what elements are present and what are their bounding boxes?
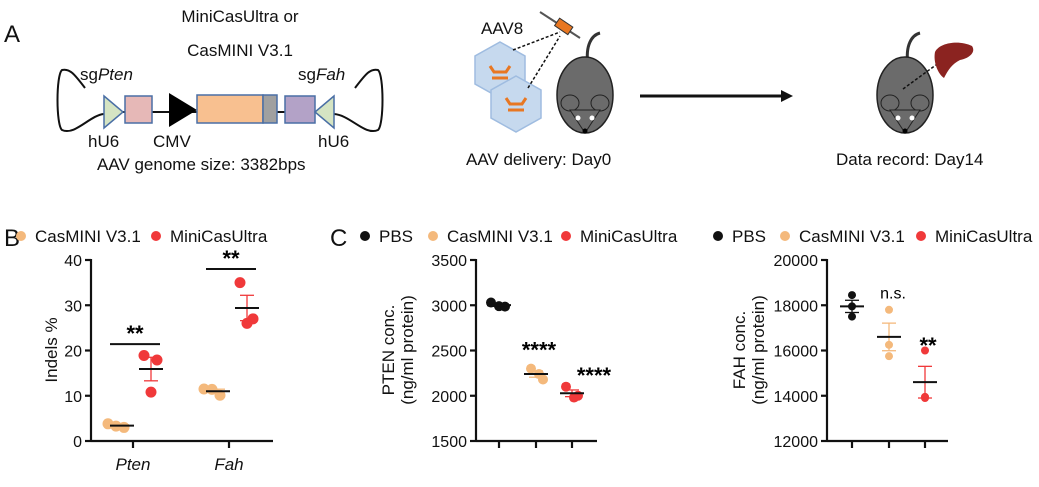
legend-label: MiniCasUltra	[580, 227, 678, 246]
syringe-icon	[539, 11, 581, 39]
data-point	[151, 354, 163, 366]
hu6-left-label: hU6	[88, 132, 119, 151]
y-tick-label: 40	[64, 253, 82, 270]
data-point	[885, 305, 893, 314]
hu6-right-label: hU6	[318, 132, 349, 151]
legend-marker	[780, 231, 790, 241]
itr-right	[333, 68, 384, 133]
y-tick-label: 20	[64, 344, 82, 361]
significance-label: ****	[577, 363, 612, 388]
y-axis-label-line1: PTEN conc.	[379, 305, 398, 396]
delivery-label: AAV delivery: Day0	[466, 150, 611, 169]
significance-label: ****	[522, 338, 557, 363]
y-tick-label: 20000	[774, 253, 819, 270]
significance-label: n.s.	[880, 285, 906, 302]
y-tick-label: 2500	[431, 344, 467, 361]
sgrna-fah-box	[284, 95, 316, 124]
cmv-promoter	[169, 93, 197, 127]
legend-marker	[151, 231, 161, 241]
cas-gene-box	[196, 94, 264, 124]
mouse-icon-day14	[876, 31, 934, 134]
legend-marker	[561, 231, 571, 241]
panel-label-b: B	[4, 225, 20, 252]
chart-indels: CasMINI V3.1 MiniCasUltra 0 10 20 30 40 Pten Fah…	[16, 227, 273, 474]
legend-marker	[360, 231, 370, 241]
chart-fah: PBS CasMINI V3.1 MiniCasUltra 12000 14000 160…	[713, 227, 1033, 451]
mouse-icon-day0	[556, 31, 614, 134]
cas-label-line2: CasMINI V3.1	[187, 41, 293, 60]
virus-label: AAV8	[481, 19, 523, 38]
data-point	[921, 346, 929, 355]
sg-right-label: sgFah	[298, 65, 345, 84]
dash-line	[527, 35, 561, 89]
legend-marker	[713, 231, 723, 241]
legend-label: CasMINI V3.1	[447, 227, 553, 246]
data-point	[561, 381, 571, 392]
legend-label: CasMINI V3.1	[799, 227, 905, 246]
legend-label: CasMINI V3.1	[35, 227, 141, 246]
significance-label: **	[222, 246, 240, 271]
genome-size-label: AAV genome size: 3382bps	[97, 155, 306, 174]
data-point	[848, 291, 856, 300]
hu6-left-promoter	[103, 94, 125, 130]
aav-virus-icon	[474, 41, 542, 133]
y-tick-label: 0	[73, 434, 82, 451]
data-point	[145, 386, 157, 398]
sgrna-pten-box	[124, 95, 153, 124]
sg-left-label: sgPten	[80, 65, 133, 84]
y-tick-label: 10	[64, 389, 82, 406]
y-tick-label: 16000	[774, 344, 819, 361]
legend-label: PBS	[379, 227, 413, 246]
x-tick-label: Fah	[214, 455, 243, 474]
charts: CasMINI V3.1 MiniCasUltra 0 10 20 30 40 Pten Fah…	[16, 227, 1033, 474]
data-point	[234, 277, 246, 289]
hu6-right-promoter	[313, 94, 335, 130]
cas-label-line1: MiniCasUltra or	[181, 7, 298, 26]
significance-label: **	[919, 333, 937, 358]
legend-marker	[428, 231, 438, 241]
significance-label: **	[126, 321, 144, 346]
legend-marker	[16, 231, 26, 241]
dash-line	[902, 61, 941, 90]
y-tick-label: 30	[64, 298, 82, 315]
liver-icon	[934, 42, 974, 78]
panel-label-a: A	[4, 21, 20, 48]
y-axis-label-line1: FAH conc.	[730, 311, 749, 389]
y-tick-label: 2000	[431, 389, 467, 406]
itr-left	[56, 68, 105, 133]
y-axis-label-line2: (ng/ml protein)	[749, 295, 768, 405]
data-point	[885, 352, 893, 361]
aav-construct-diagram: MiniCasUltra or CasMINI V3.1 sgPten sgFa…	[56, 7, 384, 174]
y-tick-label: 3000	[431, 298, 467, 315]
legend-label: MiniCasUltra	[170, 227, 268, 246]
cmv-label: CMV	[153, 132, 191, 151]
arrowhead	[781, 90, 793, 102]
data-point	[538, 374, 548, 385]
data-point	[138, 349, 150, 361]
dash-line	[512, 31, 561, 51]
y-tick-label: 1500	[431, 434, 467, 451]
legend-marker	[916, 231, 926, 241]
panel-label-c: C	[330, 225, 347, 252]
data-point	[118, 421, 130, 433]
chart-pten: PBS CasMINI V3.1 MiniCasUltra 1500 2000 2500 3…	[360, 227, 678, 451]
y-axis-label-line2: (ng/ml protein)	[398, 295, 417, 405]
data-point	[214, 389, 226, 401]
y-tick-label: 12000	[774, 434, 819, 451]
legend-label: PBS	[732, 227, 766, 246]
workflow-diagram: AAV8	[466, 11, 983, 169]
y-tick-label: 14000	[774, 389, 819, 406]
record-label: Data record: Day14	[836, 150, 983, 169]
legend-label: MiniCasUltra	[935, 227, 1033, 246]
y-axis-label: Indels %	[42, 317, 61, 382]
y-tick-label: 18000	[774, 298, 819, 315]
data-point	[848, 312, 856, 321]
x-tick-label: Pten	[116, 455, 151, 474]
tag-box	[262, 94, 278, 124]
y-tick-label: 3500	[431, 253, 467, 270]
